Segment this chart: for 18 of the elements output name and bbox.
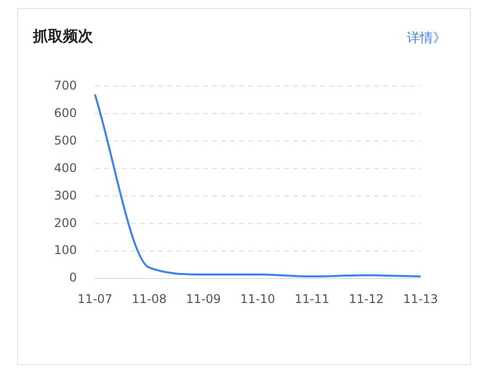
x-tick-label: 11-11 bbox=[294, 292, 330, 306]
x-tick-label: 11-08 bbox=[132, 292, 167, 306]
x-tick-label: 11-13 bbox=[403, 292, 438, 306]
y-tick-label: 500 bbox=[54, 133, 77, 148]
y-tick-label: 300 bbox=[54, 188, 77, 202]
y-tick-label: 100 bbox=[54, 243, 77, 258]
x-tick-label: 11-10 bbox=[240, 292, 276, 306]
text: 详情》 bbox=[407, 30, 446, 47]
x-tick-label: 11-09 bbox=[186, 292, 221, 306]
x-tick-label: 11-12 bbox=[348, 292, 384, 306]
chart-title: 抓取频次 bbox=[33, 27, 93, 46]
y-tick-label: 700 bbox=[54, 78, 77, 92]
y-tick-label: 600 bbox=[54, 106, 77, 120]
y-tick-label: 200 bbox=[54, 216, 77, 230]
x-tick-label: 11-07 bbox=[77, 292, 112, 306]
y-tick-label: 0 bbox=[69, 270, 77, 285]
line-series bbox=[94, 93, 422, 278]
y-tick-label: 400 bbox=[54, 160, 77, 175]
